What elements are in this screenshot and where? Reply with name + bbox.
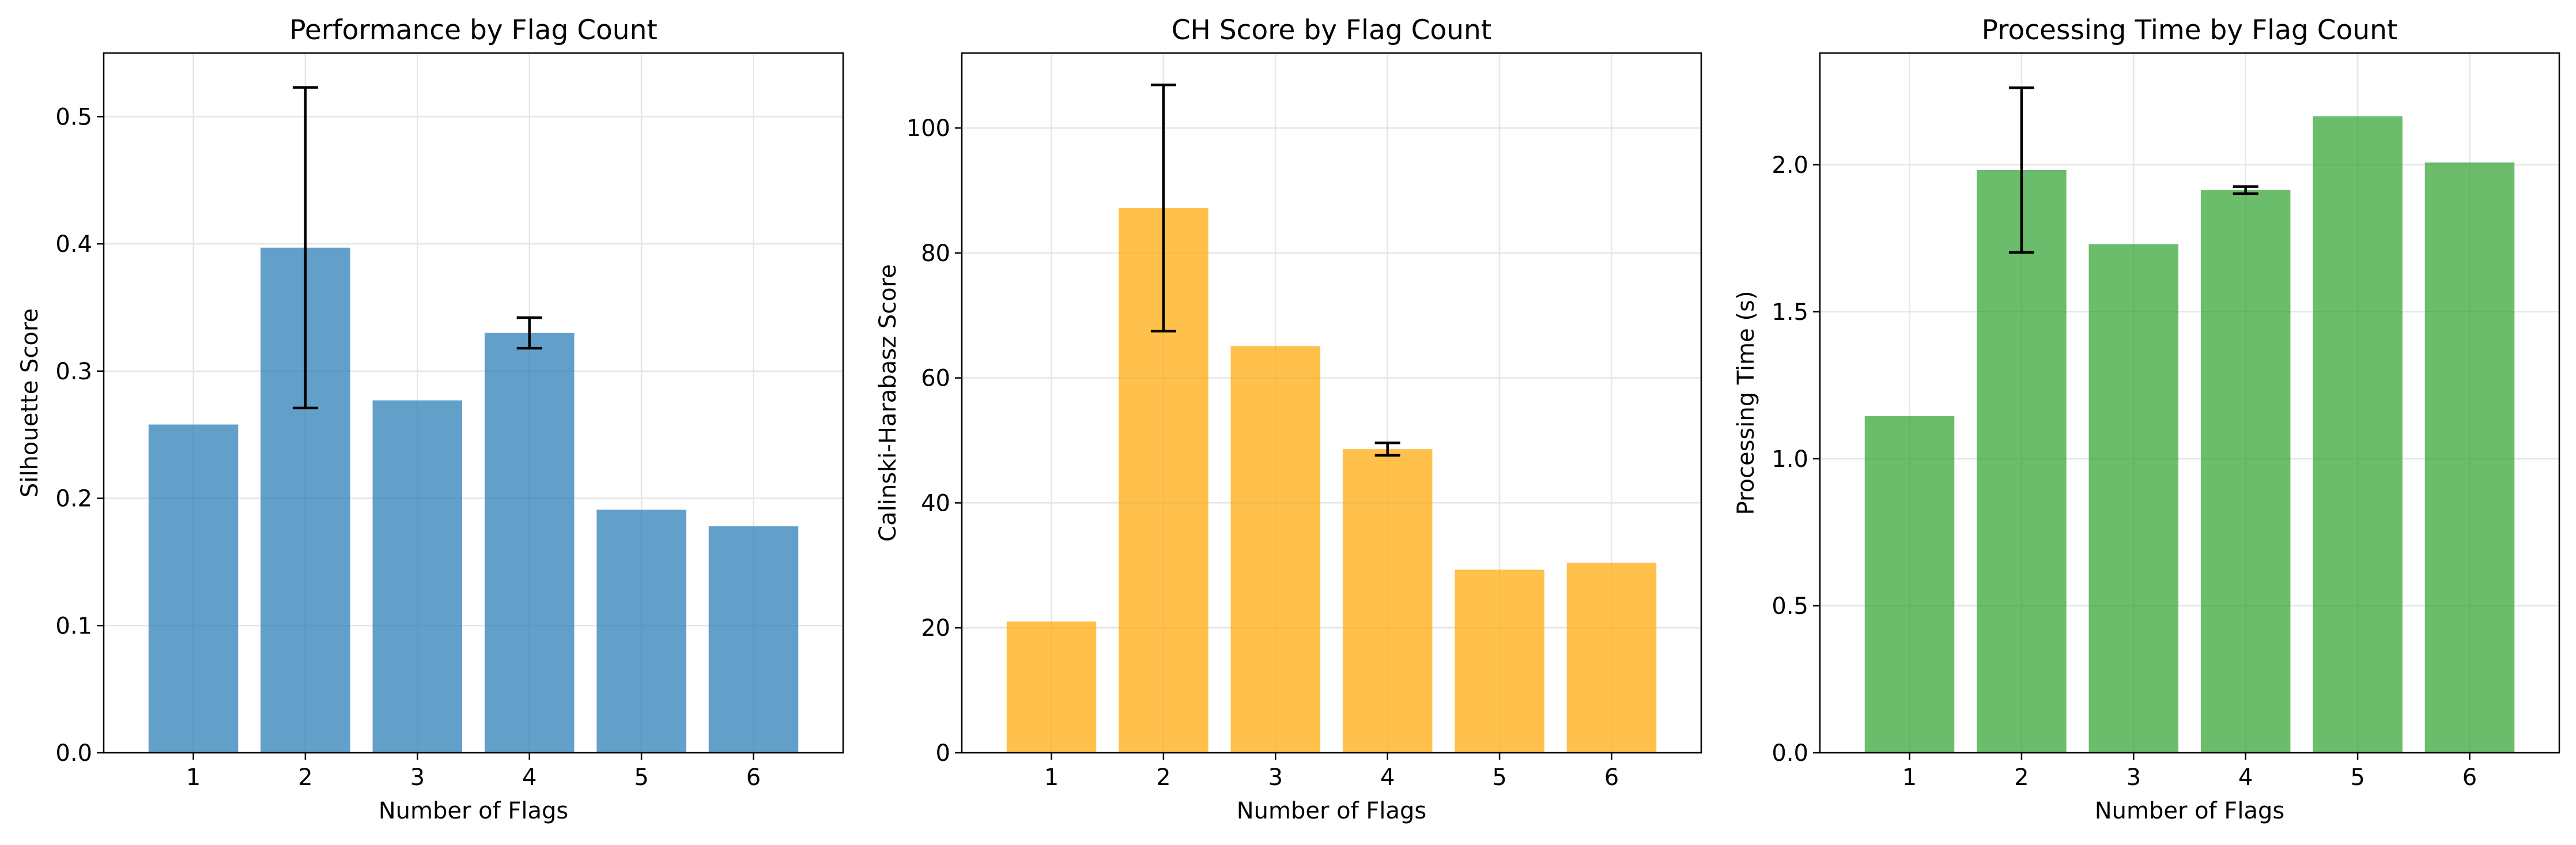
error-bar: [2008, 86, 2034, 254]
bar: [1455, 569, 1544, 753]
panel-performance: Performance by Flag Count Number of Flag…: [17, 14, 844, 824]
bar: [596, 510, 686, 753]
x-axis-label: Number of Flags: [379, 798, 569, 824]
plot-frame: [1819, 52, 2560, 754]
x-tick-label: 3: [410, 764, 425, 791]
bar: [2200, 190, 2291, 753]
x-tick-label: 5: [1492, 764, 1506, 791]
y-tick-label: 60: [921, 365, 950, 392]
x-tick-label: 2: [1156, 764, 1170, 791]
x-tick-label: 1: [1044, 764, 1059, 791]
x-tick-label: 2: [298, 764, 312, 791]
y-tick-label: 0.1: [55, 613, 92, 639]
y-tick-label: 1.0: [1772, 446, 1808, 473]
y-tick-label: 1.5: [1772, 299, 1808, 326]
bar: [708, 526, 799, 753]
y-tick-label: 20: [921, 615, 950, 642]
x-tick-label: 4: [1380, 764, 1395, 791]
error-bar: [1150, 84, 1176, 333]
y-axis-label: Calinski-Harabasz Score: [875, 264, 901, 542]
bar: [372, 400, 463, 753]
error-bar: [1374, 442, 1400, 457]
bar: [1342, 449, 1433, 753]
plot-frame: [103, 52, 844, 754]
error-bar: [516, 316, 542, 350]
y-tick-label: 100: [906, 115, 950, 142]
x-tick-label: 2: [2014, 764, 2029, 791]
y-axis-label: Processing Time (s): [1733, 291, 1759, 515]
y-tick-label: 0.0: [1772, 740, 1808, 767]
y-axis-label: Silhouette Score: [17, 308, 43, 497]
y-tick-label: 0.2: [55, 486, 92, 512]
bar: [2424, 162, 2515, 753]
x-tick-label: 6: [746, 764, 761, 791]
chart-title: Performance by Flag Count: [289, 14, 658, 46]
x-tick-label: 5: [634, 764, 648, 791]
y-tick-label: 0.5: [1772, 593, 1808, 620]
error-bar: [292, 86, 318, 410]
x-tick-label: 6: [1604, 764, 1619, 791]
x-tick-label: 4: [522, 764, 537, 791]
bar: [2088, 244, 2179, 753]
bar: [1006, 621, 1097, 753]
x-tick-label: 5: [2350, 764, 2365, 791]
bar: [1230, 346, 1321, 753]
y-tick-label: 0: [936, 740, 950, 767]
y-tick-label: 2.0: [1772, 152, 1808, 179]
y-tick-label: 0.4: [55, 231, 92, 258]
chart-title: CH Score by Flag Count: [1172, 14, 1492, 46]
bar: [1566, 563, 1657, 753]
chart-title: Processing Time by Flag Count: [1982, 14, 2398, 46]
y-tick-label: 0.3: [55, 359, 92, 385]
y-tick-label: 0.5: [55, 104, 92, 130]
bar: [148, 424, 239, 753]
plot-frame: [961, 52, 1702, 754]
y-tick-label: 0.0: [55, 740, 92, 767]
x-tick-label: 1: [1902, 764, 1917, 791]
x-axis-label: Number of Flags: [1237, 798, 1427, 824]
bar: [484, 333, 575, 753]
x-tick-label: 3: [2126, 764, 2141, 791]
x-tick-label: 6: [2462, 764, 2477, 791]
y-tick-label: 40: [921, 490, 950, 516]
y-tick-label: 80: [921, 240, 950, 267]
x-axis-label: Number of Flags: [2095, 798, 2285, 824]
bar: [2313, 116, 2403, 753]
error-bar: [2233, 185, 2258, 195]
panel-ch-score: CH Score by Flag Count Number of Flags C…: [875, 14, 1702, 824]
x-tick-label: 1: [186, 764, 201, 791]
x-tick-label: 3: [1268, 764, 1283, 791]
panel-processing-time: Processing Time by Flag Count Number of …: [1733, 14, 2560, 824]
bar: [1977, 170, 2067, 753]
x-tick-label: 4: [2238, 764, 2253, 791]
bar: [1864, 416, 1955, 753]
